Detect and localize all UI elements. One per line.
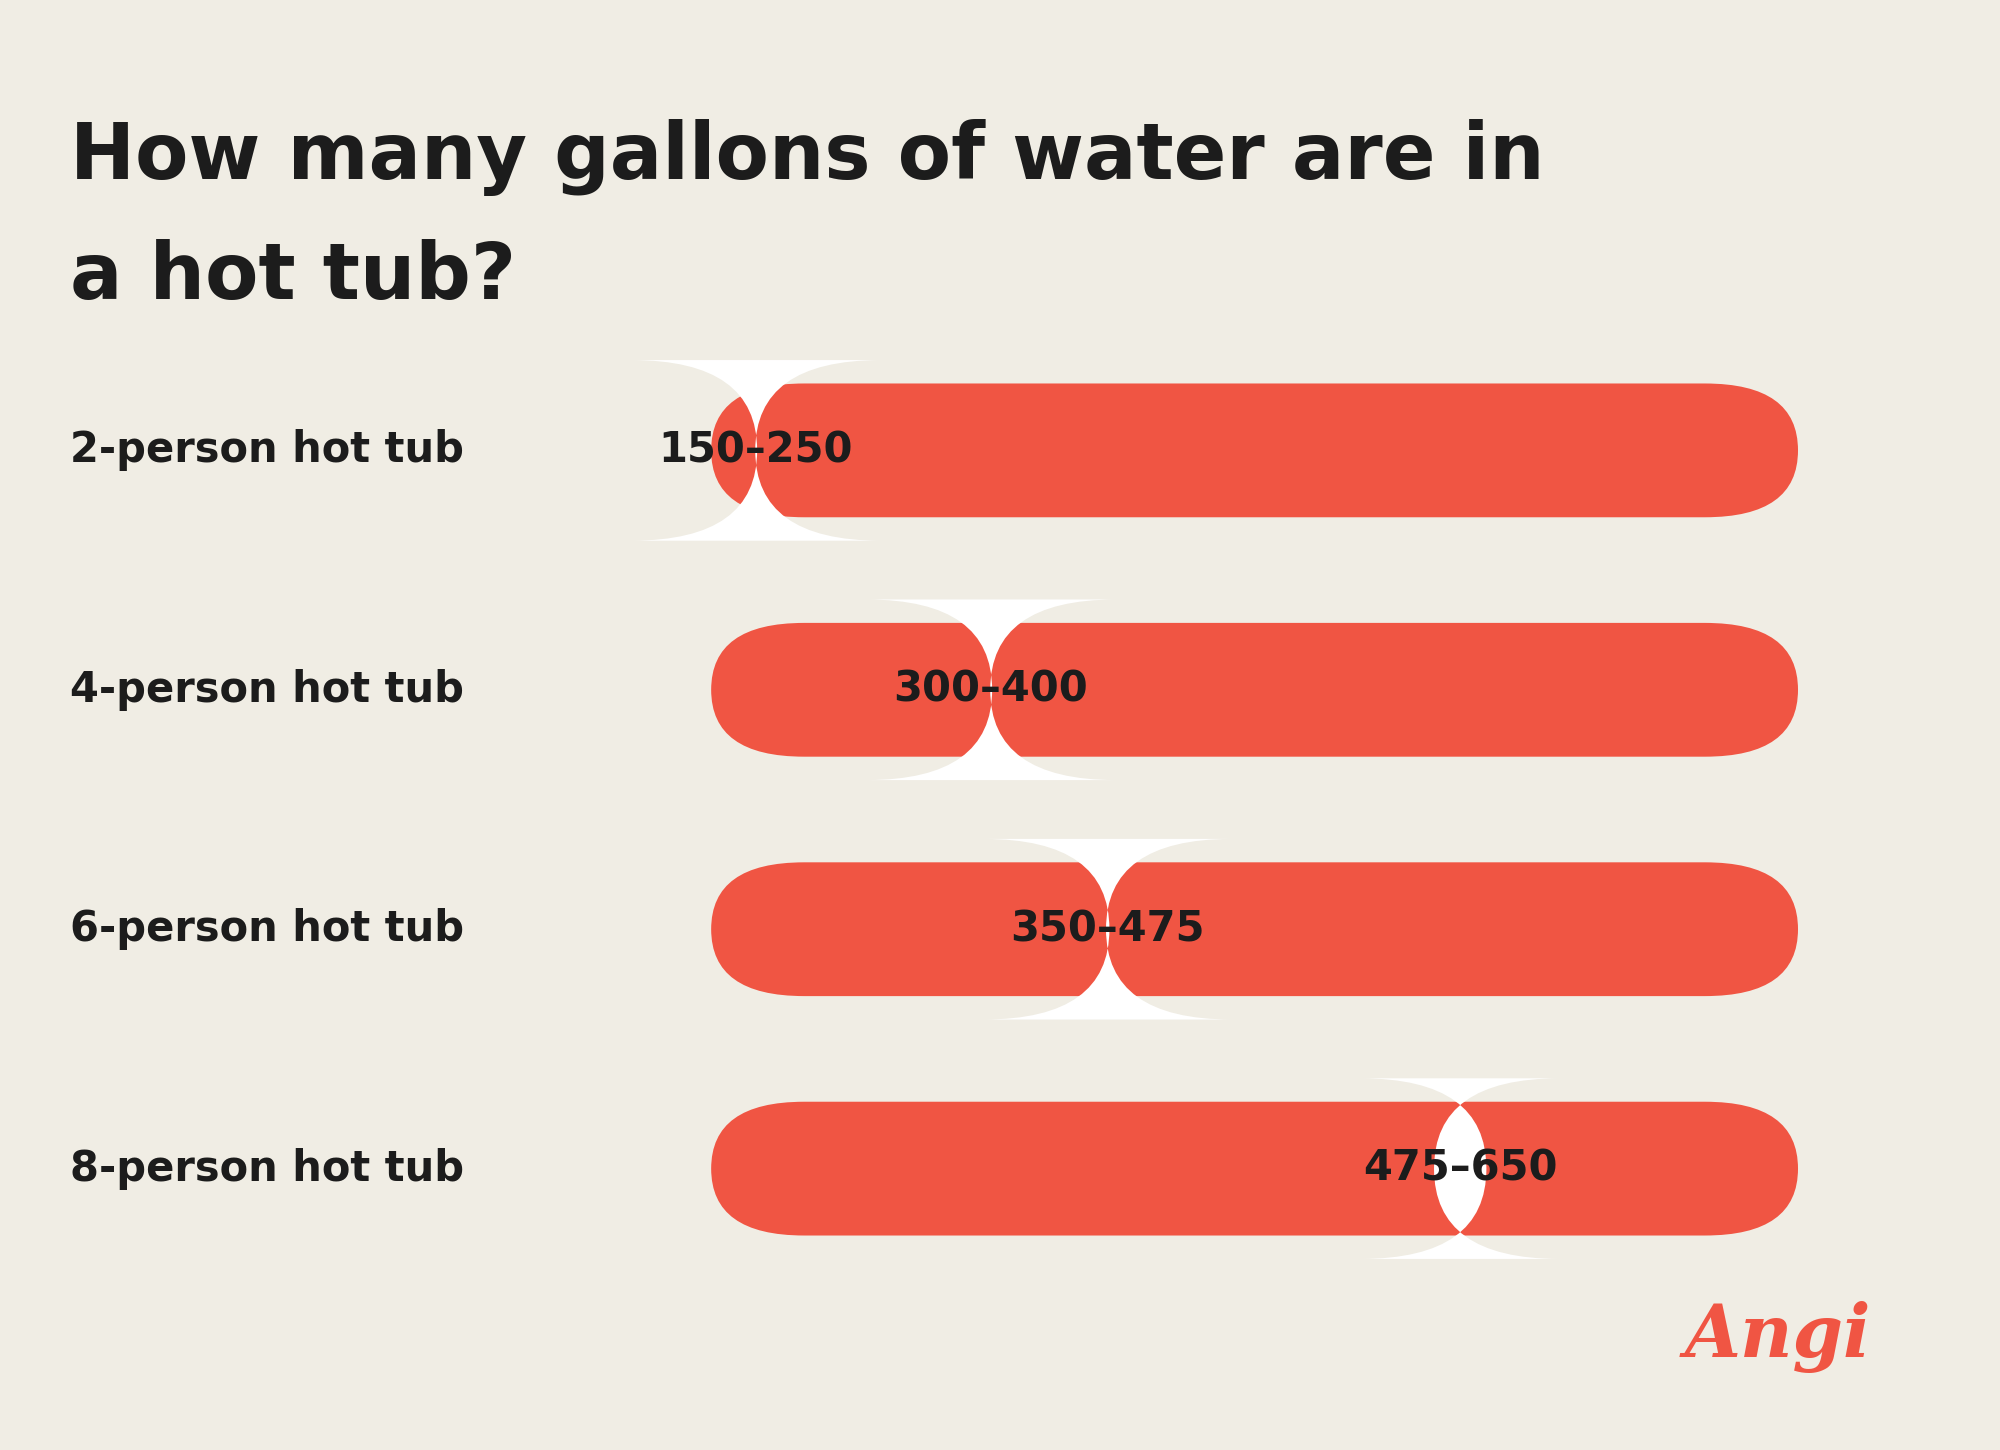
Text: How many gallons of water are in: How many gallons of water are in: [70, 119, 1544, 196]
Text: 4-person hot tub: 4-person hot tub: [70, 668, 464, 710]
Text: 2-person hot tub: 2-person hot tub: [70, 429, 464, 471]
FancyBboxPatch shape: [866, 599, 1116, 780]
Text: 475–650: 475–650: [1362, 1147, 1558, 1189]
FancyBboxPatch shape: [712, 624, 1798, 757]
Text: 350–475: 350–475: [1010, 908, 1204, 950]
Text: a hot tub?: a hot tub?: [70, 239, 516, 315]
FancyBboxPatch shape: [712, 383, 1798, 518]
FancyBboxPatch shape: [1360, 1079, 1560, 1259]
Text: 8-person hot tub: 8-person hot tub: [70, 1147, 464, 1189]
Text: 6-person hot tub: 6-person hot tub: [70, 908, 464, 950]
FancyBboxPatch shape: [712, 863, 1798, 996]
FancyBboxPatch shape: [712, 1102, 1798, 1235]
Text: 150–250: 150–250: [658, 429, 852, 471]
FancyBboxPatch shape: [984, 840, 1232, 1019]
Text: Angi: Angi: [1684, 1301, 1872, 1373]
Text: 300–400: 300–400: [892, 668, 1088, 710]
FancyBboxPatch shape: [632, 360, 880, 541]
